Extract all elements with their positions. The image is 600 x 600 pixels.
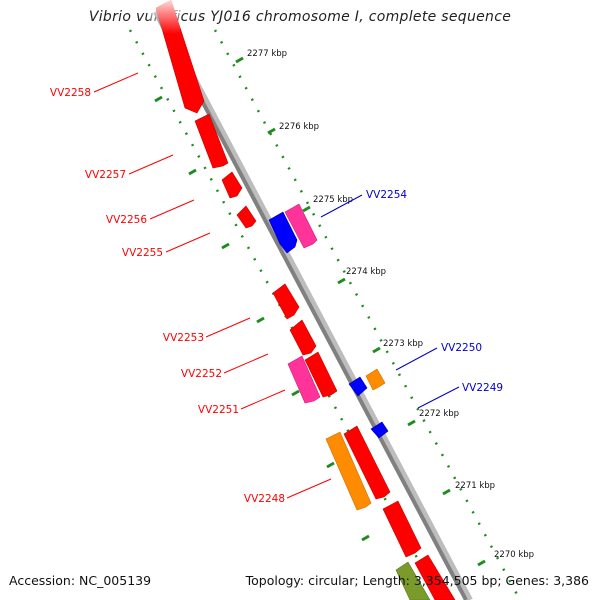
gene-vv2258-fade bbox=[150, 0, 180, 34]
label-vv2255: VV2255 bbox=[122, 247, 163, 259]
accession-text: Accession: NC_005139 bbox=[9, 573, 152, 588]
inner-mark bbox=[188, 168, 197, 176]
inner-mark bbox=[361, 534, 370, 542]
left-gene-labels: VV2258 VV2257 VV2256 VV2255 VV2253 VV225… bbox=[50, 87, 285, 505]
gene-vv2252 bbox=[289, 319, 317, 356]
right-gene-labels: VV2254 VV2250 VV2249 bbox=[366, 189, 503, 394]
kbp-tick-labels: 2277 kbp 2276 kbp 2275 kbp 2274 kbp 2273… bbox=[247, 49, 534, 560]
inner-mark bbox=[291, 389, 300, 397]
label-vv2251: VV2251 bbox=[198, 404, 239, 416]
inner-ring-marks bbox=[154, 95, 370, 542]
gene-vv2248b bbox=[343, 425, 391, 500]
tick-mark-2276 bbox=[267, 127, 276, 135]
tick-label-2274: 2274 kbp bbox=[346, 267, 386, 277]
tick-label-2275: 2275 kbp bbox=[313, 195, 353, 205]
inner-mark bbox=[221, 242, 230, 250]
gene-vv2254 bbox=[284, 203, 318, 249]
callout-vv2257 bbox=[128, 154, 174, 175]
callout-vv2253 bbox=[205, 317, 251, 338]
label-vv2258: VV2258 bbox=[50, 87, 91, 99]
label-vv2254: VV2254 bbox=[366, 189, 407, 201]
gene-vv2249 bbox=[370, 421, 389, 439]
genome-summary-text: Topology: circular; Length: 3,354,505 bp… bbox=[245, 573, 589, 588]
tick-label-2276: 2276 kbp bbox=[279, 122, 319, 132]
gene-vv2257 bbox=[194, 113, 229, 169]
gene-vv2250-blue bbox=[348, 376, 368, 397]
outer-tick-ring bbox=[213, 29, 522, 600]
gene-vv2250 bbox=[365, 368, 386, 391]
callout-vv2256 bbox=[149, 199, 195, 220]
inner-mark bbox=[256, 316, 265, 324]
tick-mark-2271 bbox=[442, 488, 451, 496]
callout-vv2252 bbox=[223, 353, 269, 374]
callout-vv2254 bbox=[320, 194, 363, 218]
label-vv2257: VV2257 bbox=[85, 169, 126, 181]
label-vv2249: VV2249 bbox=[462, 382, 503, 394]
gene-vv2248 bbox=[325, 431, 372, 511]
chromosome-backbone bbox=[153, 11, 468, 600]
tick-mark-2272 bbox=[407, 419, 416, 427]
tick-mark-2273 bbox=[372, 346, 381, 354]
tick-label-2273: 2273 kbp bbox=[383, 339, 423, 349]
inner-mark bbox=[326, 461, 335, 469]
gene-vv2255 bbox=[236, 205, 257, 229]
label-vv2256: VV2256 bbox=[106, 214, 147, 226]
callout-vv2249 bbox=[417, 386, 460, 409]
callout-vv2255 bbox=[165, 232, 211, 253]
inner-mark bbox=[154, 95, 163, 103]
tick-label-2271: 2271 kbp bbox=[455, 481, 495, 491]
gene-olive bbox=[395, 561, 431, 600]
callout-vv2248 bbox=[286, 478, 332, 499]
gene-vv2251 bbox=[287, 355, 321, 404]
label-vv2250: VV2250 bbox=[441, 342, 482, 354]
forward-strand-genes bbox=[268, 203, 389, 439]
left-callout-lines bbox=[93, 72, 332, 499]
map-title: Vibrio vulnificus YJ016 chromosome I, co… bbox=[88, 9, 512, 25]
label-vv2252: VV2252 bbox=[181, 368, 222, 380]
tick-label-2270: 2270 kbp bbox=[494, 550, 534, 560]
kbp-tick-marks bbox=[235, 56, 486, 567]
tick-mark-2277 bbox=[235, 56, 244, 64]
callout-vv2250 bbox=[395, 347, 438, 371]
callout-vv2251 bbox=[240, 389, 286, 410]
label-vv2253: VV2253 bbox=[163, 332, 204, 344]
gene-vv2251b bbox=[304, 351, 338, 398]
callout-vv2258 bbox=[93, 72, 139, 93]
tick-label-2272: 2272 kbp bbox=[419, 409, 459, 419]
gene-red-bottom bbox=[414, 554, 456, 600]
reverse-strand-genes bbox=[150, 0, 456, 600]
gene-vv2254-blue bbox=[268, 211, 298, 254]
label-vv2248: VV2248 bbox=[244, 493, 285, 505]
tick-label-2277: 2277 kbp bbox=[247, 49, 287, 59]
gene-vv2253 bbox=[272, 283, 300, 320]
right-callout-lines bbox=[320, 194, 460, 409]
tick-mark-2275 bbox=[302, 205, 311, 213]
chromosome-backbone-shadow bbox=[156, 10, 473, 600]
tick-mark-2274 bbox=[337, 277, 346, 285]
gene-red-lower bbox=[382, 500, 422, 558]
tick-mark-2270 bbox=[477, 559, 486, 567]
gene-vv2256 bbox=[221, 171, 243, 199]
